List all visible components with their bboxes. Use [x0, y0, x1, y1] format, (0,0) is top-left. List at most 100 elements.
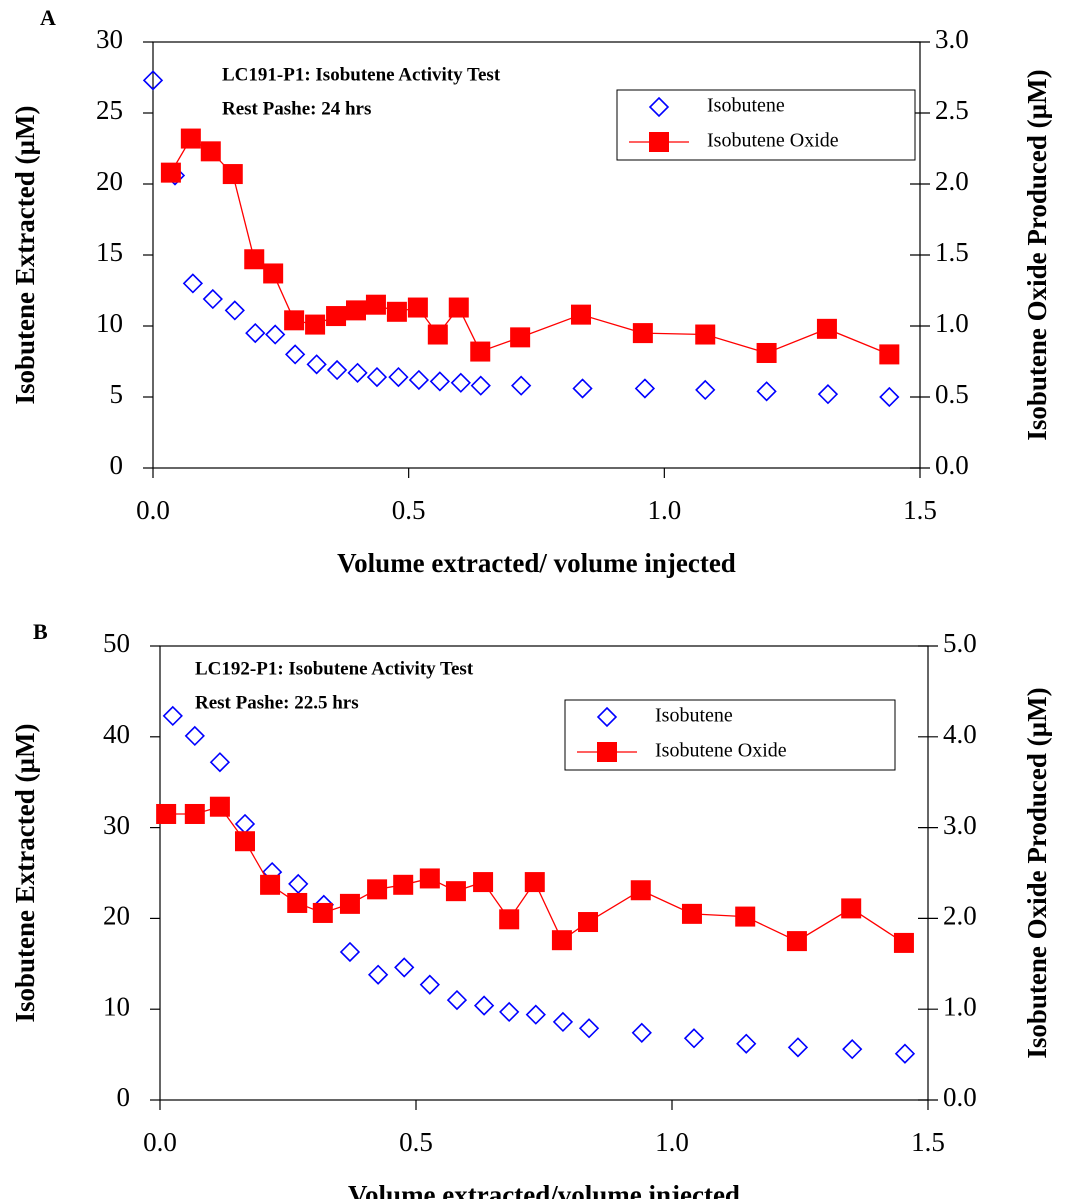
- square-marker: [756, 342, 777, 363]
- diamond-marker: [470, 375, 491, 396]
- y2-tick-label: 4.0: [943, 719, 977, 749]
- x-tick-label: 1.5: [911, 1127, 945, 1157]
- legend-label: Isobutene Oxide: [655, 740, 787, 762]
- square-marker: [879, 344, 900, 365]
- y2-tick-label: 3.0: [935, 24, 969, 54]
- y2-tick-label: 2.0: [943, 901, 977, 931]
- square-marker: [841, 898, 862, 919]
- diamond-marker: [388, 366, 409, 388]
- annotation-title: LC192-P1: Isobutene Activity Test: [195, 658, 474, 679]
- y2-tick-label: 3.0: [943, 810, 977, 840]
- square-marker: [305, 314, 326, 335]
- diamond-marker: [572, 378, 593, 399]
- square-marker: [427, 324, 448, 345]
- y-tick-label: 5: [110, 379, 124, 409]
- diamond-marker: [499, 1001, 520, 1023]
- diamond-marker: [450, 372, 471, 393]
- y2-tick-label: 1.0: [935, 308, 969, 338]
- square-marker: [893, 932, 914, 953]
- diamond-marker: [446, 989, 468, 1011]
- square-marker: [570, 304, 591, 325]
- diamond-marker: [367, 964, 389, 985]
- square-marker: [445, 881, 466, 902]
- y-tick-label: 0: [110, 450, 124, 480]
- y2-axis-label: Isobutene Oxide Produced (µM): [1022, 69, 1052, 440]
- panel: A LC191-P1: Isobutene Activity Test Rest P…: [10, 5, 1052, 578]
- diamond-marker: [245, 322, 266, 344]
- diamond-marker: [182, 273, 204, 294]
- square-marker: [263, 263, 284, 284]
- square-marker: [499, 909, 520, 930]
- y-tick-label: 15: [96, 237, 123, 267]
- y2-tick-label: 5.0: [943, 628, 977, 658]
- diamond-marker: [202, 288, 223, 310]
- diamond-marker: [306, 354, 327, 375]
- diamond-marker: [596, 706, 618, 728]
- diamond-marker: [894, 1043, 916, 1064]
- square-marker: [649, 132, 669, 152]
- diamond-marker: [209, 752, 231, 773]
- annotation-subtitle: Rest Pashe: 22.5 hrs: [195, 692, 359, 713]
- diamond-marker: [162, 705, 183, 727]
- square-marker: [345, 300, 366, 321]
- diamond-marker: [695, 379, 716, 401]
- square-marker: [244, 249, 265, 270]
- square-marker: [209, 796, 230, 817]
- legend-label: Isobutene Oxide: [707, 130, 839, 152]
- diamond-marker: [347, 362, 368, 383]
- y2-tick-label: 2.5: [935, 95, 969, 125]
- square-marker: [367, 879, 388, 900]
- diamond-marker: [265, 324, 286, 345]
- x-tick-label: 0.0: [143, 1127, 177, 1157]
- square-marker: [578, 912, 599, 933]
- diamond-marker: [224, 300, 245, 321]
- diamond-marker: [879, 386, 900, 408]
- square-marker: [160, 162, 181, 183]
- diamond-marker: [525, 1004, 546, 1025]
- square-marker: [681, 903, 702, 924]
- square-marker: [184, 803, 205, 824]
- x-tick-label: 0.0: [136, 495, 170, 525]
- diamond-marker: [736, 1033, 757, 1054]
- y2-tick-label: 1.0: [943, 991, 977, 1021]
- y2-tick-label: 0.0: [943, 1082, 977, 1112]
- square-marker: [386, 301, 407, 322]
- square-marker: [735, 906, 756, 927]
- y-tick-label: 30: [96, 24, 123, 54]
- square-marker: [448, 297, 469, 318]
- square-marker: [200, 141, 221, 162]
- diamond-marker: [394, 957, 415, 978]
- y-tick-label: 20: [96, 166, 123, 196]
- y-axis-label: Isobutene Extracted (µM): [10, 723, 40, 1022]
- legend-label: Isobutene: [655, 705, 733, 727]
- square-marker: [365, 294, 386, 315]
- annotation-title: LC191-P1: Isobutene Activity Test: [222, 64, 501, 85]
- square-marker: [632, 323, 653, 344]
- square-marker: [597, 742, 617, 762]
- diamond-marker: [339, 941, 361, 963]
- x-tick-label: 1.5: [903, 495, 937, 525]
- diamond-marker: [184, 725, 205, 747]
- square-marker: [786, 931, 807, 952]
- square-marker: [284, 310, 305, 331]
- diamond-marker: [473, 995, 495, 1016]
- square-marker: [407, 297, 428, 318]
- series-line: [170, 137, 890, 356]
- square-marker: [234, 831, 255, 852]
- annotation-subtitle: Rest Pashe: 24 hrs: [222, 98, 371, 119]
- y2-tick-label: 1.5: [935, 237, 969, 267]
- legend-label: Isobutene: [707, 95, 785, 117]
- x-tick-label: 0.5: [392, 495, 426, 525]
- diamond-marker: [288, 873, 309, 895]
- y-tick-label: 40: [103, 719, 130, 749]
- square-marker: [393, 874, 414, 895]
- y2-tick-label: 0.5: [935, 379, 969, 409]
- square-marker: [630, 880, 651, 901]
- diamond-marker: [683, 1028, 705, 1049]
- diamond-marker: [552, 1011, 574, 1033]
- diamond-marker: [842, 1039, 863, 1060]
- y-tick-label: 0: [117, 1082, 131, 1112]
- panel: B LC192-P1: Isobutene Activity Test Rest P…: [10, 619, 1052, 1199]
- square-marker: [287, 892, 308, 913]
